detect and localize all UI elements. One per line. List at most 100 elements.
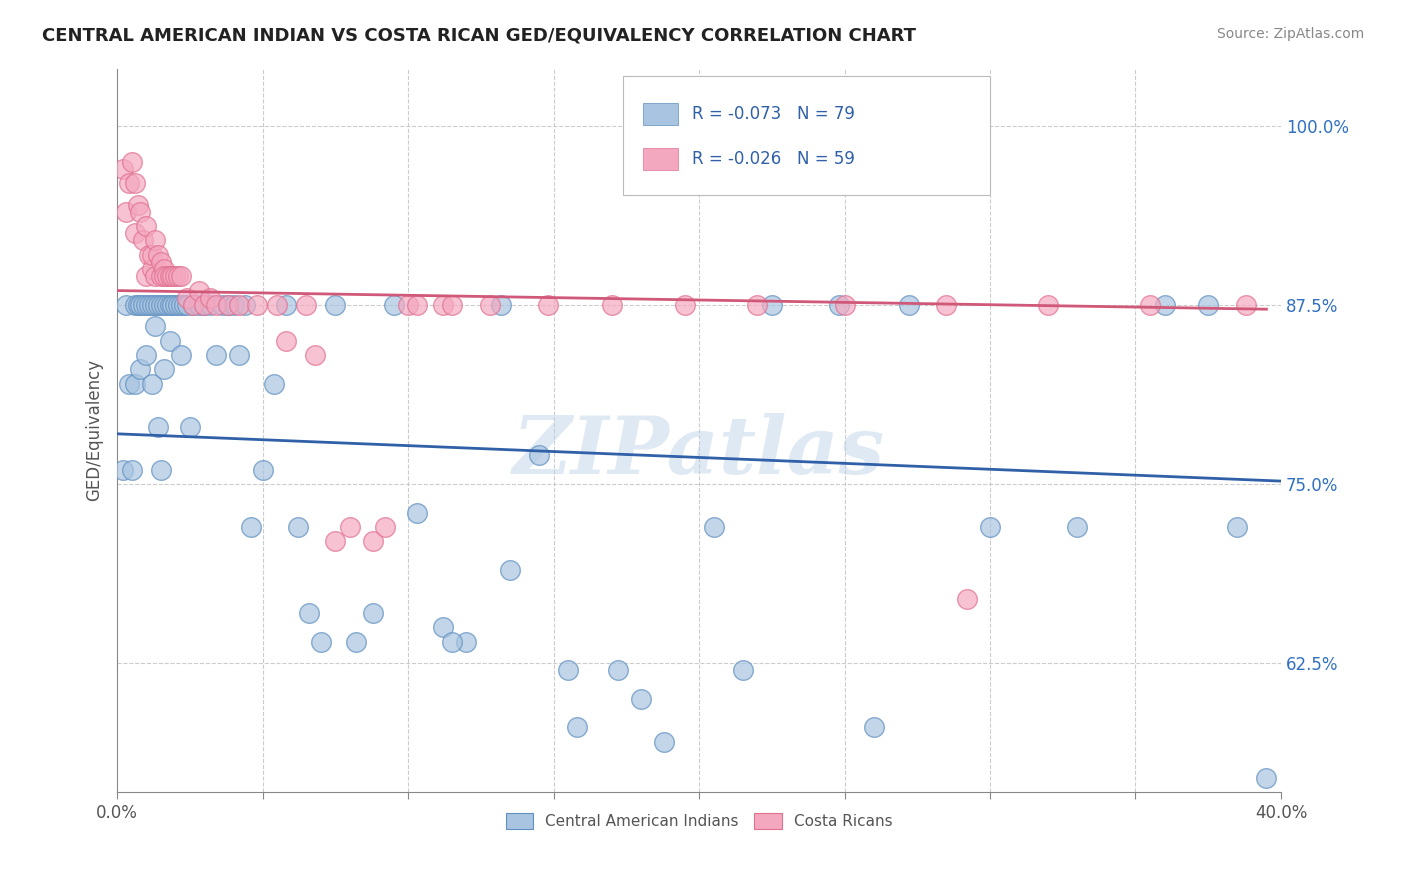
Point (228, 348, 250, 362)
Point (149, 255, 172, 269)
Legend: Central American Indians, Costa Ricans: Central American Indians, Costa Ricans (499, 806, 898, 835)
Point (156, 298, 179, 312)
Point (146, 298, 169, 312)
Point (124, 376, 146, 391)
Point (146, 419, 169, 434)
Y-axis label: GED/Equivalency: GED/Equivalency (86, 359, 103, 501)
Point (1066, 520, 1088, 534)
Point (127, 197, 149, 211)
Point (304, 348, 326, 362)
FancyBboxPatch shape (623, 76, 990, 195)
Text: Source: ZipAtlas.com: Source: ZipAtlas.com (1216, 27, 1364, 41)
Point (405, 506, 427, 520)
Point (630, 691, 652, 706)
Point (111, 462, 134, 476)
Point (129, 204, 152, 219)
Point (537, 298, 560, 312)
Point (478, 298, 501, 312)
Point (382, 298, 405, 312)
Point (170, 298, 193, 312)
Point (132, 298, 155, 312)
Point (200, 291, 222, 305)
Point (499, 563, 522, 577)
Point (152, 269, 174, 284)
Point (143, 298, 166, 312)
Point (263, 376, 285, 391)
Point (152, 298, 174, 312)
Point (339, 520, 361, 534)
Point (121, 154, 143, 169)
Point (240, 520, 263, 534)
Point (1197, 298, 1219, 312)
Point (135, 348, 157, 362)
Point (138, 298, 160, 312)
Point (233, 298, 256, 312)
Point (432, 298, 454, 312)
Point (252, 462, 274, 476)
Point (432, 620, 454, 634)
Point (673, 298, 696, 312)
Point (146, 248, 169, 262)
Point (527, 448, 550, 462)
Point (181, 298, 204, 312)
Point (287, 520, 309, 534)
Point (135, 219, 157, 233)
Point (176, 291, 198, 305)
Point (600, 298, 623, 312)
Point (149, 269, 172, 284)
Point (141, 298, 163, 312)
Point (440, 298, 463, 312)
Point (228, 298, 250, 312)
Point (1139, 298, 1161, 312)
Point (217, 298, 239, 312)
Point (298, 606, 321, 620)
Point (1038, 298, 1060, 312)
Point (152, 262, 174, 277)
Point (456, 634, 478, 648)
Point (170, 348, 193, 362)
FancyBboxPatch shape (643, 103, 678, 125)
Point (121, 462, 143, 476)
Point (129, 362, 152, 376)
Point (179, 419, 201, 434)
Point (124, 298, 146, 312)
Point (834, 298, 856, 312)
Point (165, 298, 187, 312)
Point (141, 262, 163, 277)
Point (118, 176, 141, 190)
Point (979, 520, 1001, 534)
Point (761, 298, 783, 312)
Text: ZIPatlas: ZIPatlas (513, 413, 886, 491)
Point (405, 298, 427, 312)
Point (181, 298, 204, 312)
Point (200, 298, 222, 312)
Point (170, 269, 193, 284)
Point (396, 298, 419, 312)
Point (1153, 298, 1175, 312)
Point (440, 634, 463, 648)
Point (274, 334, 297, 348)
Point (862, 721, 884, 735)
Point (344, 634, 367, 648)
Point (557, 663, 579, 677)
Point (159, 298, 181, 312)
Text: R = -0.026   N = 59: R = -0.026 N = 59 (692, 150, 855, 168)
Point (135, 269, 157, 284)
Point (361, 534, 384, 549)
Point (143, 234, 166, 248)
Point (325, 298, 347, 312)
Point (222, 298, 245, 312)
Point (361, 606, 384, 620)
Point (124, 227, 146, 241)
Point (731, 663, 754, 677)
Point (141, 376, 163, 391)
Point (152, 362, 174, 376)
Point (159, 334, 181, 348)
FancyBboxPatch shape (643, 148, 678, 169)
Point (167, 298, 190, 312)
Point (165, 269, 187, 284)
Point (173, 298, 195, 312)
Point (1234, 298, 1257, 312)
Point (295, 298, 318, 312)
Point (703, 520, 725, 534)
